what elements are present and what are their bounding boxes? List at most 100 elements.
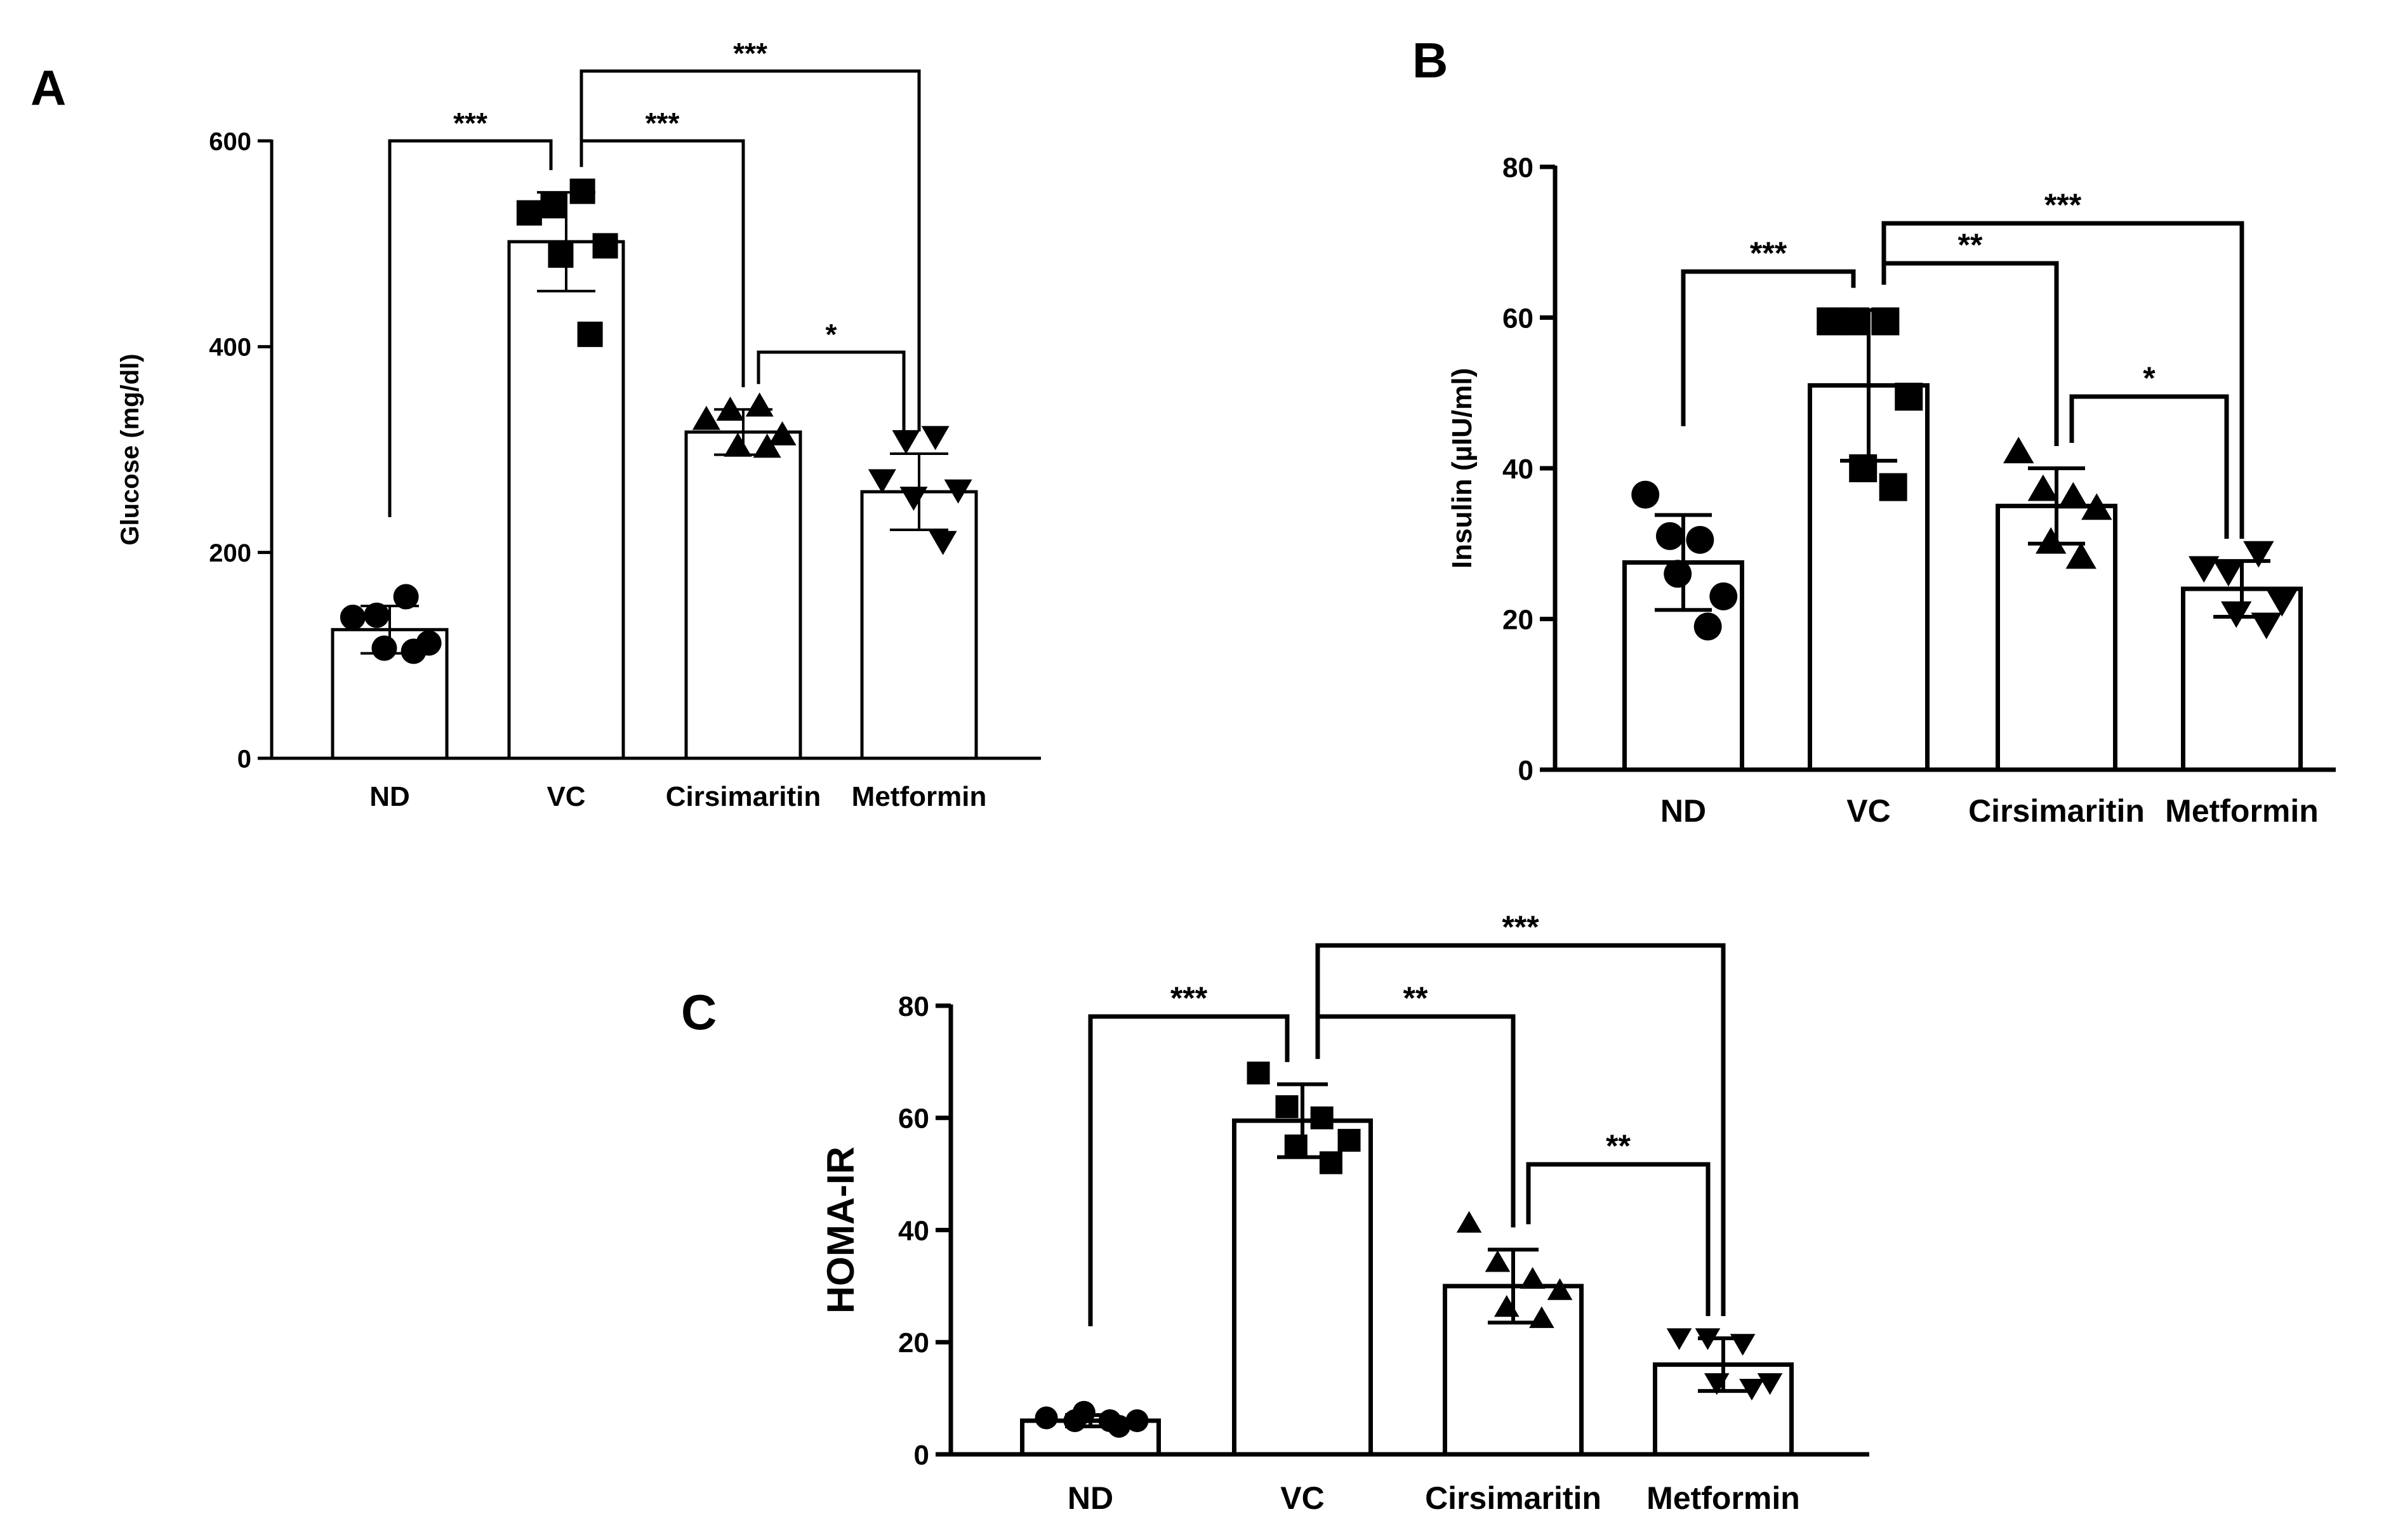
significance-label: ***: [733, 37, 767, 70]
significance-label: ***: [1502, 909, 1539, 945]
y-tick-label: 20: [898, 1327, 929, 1359]
data-point: [2081, 493, 2112, 520]
y-axis-title: HOMA-IR: [819, 1147, 862, 1313]
data-point: [1275, 1095, 1299, 1119]
data-point: [892, 430, 920, 454]
significance-bracket: [1088, 1014, 1290, 1327]
data-point: [1871, 307, 1900, 336]
data-point: [1879, 473, 1907, 501]
data-point: [1739, 1378, 1765, 1401]
significance-label: ***: [646, 107, 680, 140]
data-point: [768, 421, 797, 445]
y-tick-label: 0: [1518, 755, 1533, 786]
data-point: [1529, 1306, 1554, 1328]
y-tick-label: 80: [1502, 152, 1533, 183]
y-tick-label: 0: [237, 745, 251, 773]
significance-bracket: [1881, 221, 2244, 539]
data-point: [1757, 1373, 1783, 1395]
data-point: [753, 433, 781, 458]
y-tick-label: 0: [914, 1440, 929, 1471]
data-point: [1284, 1134, 1308, 1157]
data-point: [2243, 541, 2274, 568]
y-tick-label: 60: [1502, 303, 1533, 334]
data-point: [1730, 1334, 1756, 1356]
category-label: VC: [546, 781, 585, 812]
significance-bracket: [757, 350, 906, 431]
data-point: [716, 396, 745, 421]
data-point: [2036, 527, 2067, 554]
category-label: Metformin: [852, 781, 987, 812]
data-point: [1072, 1400, 1096, 1424]
data-point: [569, 178, 595, 204]
significance-label: *: [2143, 360, 2156, 396]
category-label: Cirsimaritin: [666, 781, 821, 812]
data-point: [1849, 454, 1878, 482]
bar: [684, 430, 802, 760]
significance-bracket: [1526, 1162, 1711, 1317]
data-point: [1107, 1414, 1130, 1438]
y-axis-title: Glucose (mg/dl): [116, 353, 144, 545]
category-label: ND: [1660, 793, 1706, 829]
chart-panel-a: A 0 200 400 600 Glucose (mg/dl) ND VC Cirsimarit…: [30, 37, 1041, 812]
data-point: [692, 405, 720, 430]
chart-panel-b: B 0 20 40 60 80 Insulin (µIU/ml) ND VC Cirsimarit…: [1412, 32, 2336, 829]
y-tick-label: 400: [209, 334, 251, 362]
data-point: [364, 602, 390, 628]
data-point: [1310, 1106, 1334, 1129]
data-point: [592, 233, 618, 259]
data-point: [1664, 560, 1692, 588]
data-point: [1337, 1129, 1361, 1152]
category-label: VC: [1280, 1480, 1324, 1516]
data-point: [2003, 437, 2034, 464]
data-point: [1841, 307, 1869, 336]
data-point: [340, 604, 366, 630]
category-label: Cirsimaritin: [1968, 793, 2145, 829]
y-tick-label: 20: [1502, 604, 1533, 635]
significance-label: **: [1403, 980, 1428, 1016]
data-point: [1547, 1278, 1573, 1300]
data-point: [1817, 307, 1845, 336]
data-point: [1125, 1409, 1149, 1432]
data-point: [1686, 525, 1714, 554]
y-tick-label: 40: [898, 1215, 929, 1246]
data-point: [745, 392, 774, 417]
y-tick-label: 40: [1502, 454, 1533, 485]
data-point: [2221, 601, 2252, 628]
data-point: [1319, 1151, 1342, 1175]
data-point: [1035, 1406, 1058, 1430]
category-label: Metformin: [1646, 1480, 1800, 1516]
significance-label: ***: [1750, 235, 1787, 271]
data-point: [2027, 474, 2059, 501]
significance-label: **: [1958, 227, 1983, 263]
data-point: [1485, 1250, 1511, 1272]
data-point: [540, 193, 566, 219]
data-point: [2267, 589, 2298, 617]
data-point: [548, 242, 574, 268]
bar: [2181, 586, 2303, 772]
category-label: ND: [369, 781, 410, 812]
significance-bracket: [1681, 269, 1856, 426]
significance-label: ***: [453, 107, 487, 140]
data-point: [1494, 1295, 1520, 1317]
bar: [507, 240, 625, 760]
data-point: [1456, 1211, 1482, 1233]
category-label: ND: [1068, 1480, 1113, 1516]
data-point: [2189, 556, 2220, 583]
chart-panel-c: C 0 20 40 60 80 HOMA-IR ND VC Cirsimaritin Metform…: [681, 909, 1869, 1516]
y-tick-label: 600: [209, 128, 251, 155]
data-point: [899, 487, 928, 511]
significance-label: *: [826, 318, 837, 351]
significance-label: ***: [1170, 980, 1208, 1016]
data-point: [929, 530, 957, 555]
significance-bracket: [580, 69, 921, 431]
y-tick-label: 200: [209, 539, 251, 567]
category-label: VC: [1846, 793, 1890, 829]
data-point: [1666, 1328, 1692, 1350]
data-point: [1709, 582, 1738, 610]
data-point: [944, 479, 972, 504]
bar: [1232, 1118, 1373, 1457]
data-point: [1631, 480, 1660, 509]
data-point: [577, 321, 603, 347]
panel-label: A: [30, 60, 66, 115]
